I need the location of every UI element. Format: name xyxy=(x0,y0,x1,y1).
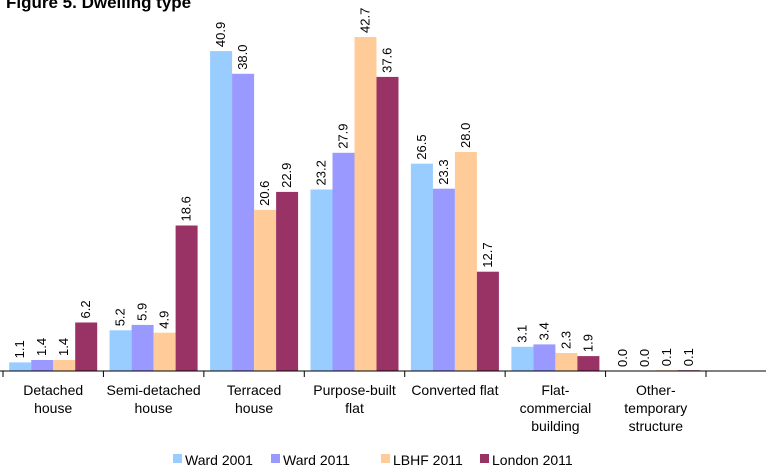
value-label: 37.6 xyxy=(380,48,395,73)
category-label: Other- xyxy=(636,382,676,398)
category-label: Semi-detached xyxy=(107,382,201,398)
bar-lbhf-2011-2 xyxy=(254,209,277,371)
chart-title: Figure 5. Dwelling type xyxy=(6,0,191,12)
category-label: house xyxy=(235,400,273,416)
bar-ward-2011-3 xyxy=(332,152,355,371)
plot-area: 1.1 1.4 1.4 6.2 Detached house 5.2 5.9 4.9 18.6 Se… xyxy=(0,8,766,434)
bar-ward-2011-2 xyxy=(232,73,255,372)
bar-lbhf-2011-5 xyxy=(555,353,578,371)
bar-lbhf-2011-4 xyxy=(454,152,477,371)
bar-ward-2001-3 xyxy=(310,189,333,371)
category-label: Purpose-built xyxy=(313,382,396,398)
legend-swatch xyxy=(271,454,280,463)
category-label: Detached xyxy=(23,382,83,398)
bar-london-2011-4 xyxy=(476,271,499,371)
value-label: 1.1 xyxy=(12,340,27,358)
category-label: house xyxy=(135,400,173,416)
legend-swatch xyxy=(480,454,489,463)
value-label: 18.6 xyxy=(179,196,194,221)
value-label: 26.5 xyxy=(414,134,429,159)
value-label: 28.0 xyxy=(458,123,473,148)
value-label: 1.4 xyxy=(56,338,71,356)
legend-label: Ward 2011 xyxy=(283,452,350,465)
value-label: 27.9 xyxy=(336,123,351,148)
bar-london-2011-1 xyxy=(175,225,198,371)
bar-ward-2011-4 xyxy=(432,188,455,371)
value-label: 12.7 xyxy=(480,242,495,267)
value-label: 0.0 xyxy=(615,349,630,367)
bar-london-2011-0 xyxy=(75,322,98,371)
bar-lbhf-2011-0 xyxy=(53,360,76,371)
value-label: 38.0 xyxy=(235,44,250,69)
value-label: 4.9 xyxy=(157,311,172,329)
bar-london-2011-5 xyxy=(577,356,600,371)
value-label: 23.3 xyxy=(436,159,451,184)
category-label: Flat- xyxy=(541,382,569,398)
value-label: 1.4 xyxy=(34,338,49,356)
bar-ward-2001-1 xyxy=(109,330,132,371)
value-label: 5.9 xyxy=(135,303,150,321)
value-label: 42.7 xyxy=(358,8,373,33)
category-label: Converted flat xyxy=(411,382,498,398)
value-label: 0.1 xyxy=(681,348,696,366)
category-label: house xyxy=(34,400,72,416)
category-label: temporary xyxy=(624,400,687,416)
category-label: commercial xyxy=(520,400,592,416)
value-label: 0.1 xyxy=(659,348,674,366)
bar-ward-2011-5 xyxy=(533,344,556,371)
value-label: 40.9 xyxy=(213,22,228,47)
bar-ward-2001-0 xyxy=(9,362,32,371)
bar-ward-2011-1 xyxy=(131,324,154,371)
value-label: 1.9 xyxy=(580,334,595,352)
bar-london-2011-3 xyxy=(376,76,399,372)
category-label: flat xyxy=(345,400,364,416)
value-label: 0.0 xyxy=(637,349,652,367)
legend: Ward 2001 Ward 2011 LBHF 2011 London 2011 xyxy=(173,452,573,465)
value-label: 5.2 xyxy=(113,308,128,326)
category-label: building xyxy=(531,418,579,434)
value-label: 2.3 xyxy=(558,331,573,349)
legend-label: Ward 2001 xyxy=(185,452,253,465)
legend-swatch xyxy=(173,454,182,463)
value-label: 20.6 xyxy=(257,181,272,206)
bar-ward-2011-0 xyxy=(31,360,54,371)
bar-ward-2001-4 xyxy=(410,163,433,371)
bar-lbhf-2011-1 xyxy=(153,332,176,371)
bar-lbhf-2011-3 xyxy=(354,37,377,371)
legend-swatch xyxy=(381,454,390,463)
legend-label: LBHF 2011 xyxy=(393,452,463,465)
legend-label: London 2011 xyxy=(492,452,573,465)
value-label: 3.1 xyxy=(514,325,529,343)
value-label: 23.2 xyxy=(314,160,329,185)
value-label: 3.4 xyxy=(536,322,551,340)
category-label: structure xyxy=(629,418,684,434)
value-label: 22.9 xyxy=(279,163,294,188)
bar-ward-2001-5 xyxy=(511,346,534,371)
value-label: 6.2 xyxy=(78,300,93,318)
category-label: Terraced xyxy=(227,382,281,398)
bar-london-2011-2 xyxy=(276,191,299,371)
bar-ward-2001-2 xyxy=(210,51,233,371)
